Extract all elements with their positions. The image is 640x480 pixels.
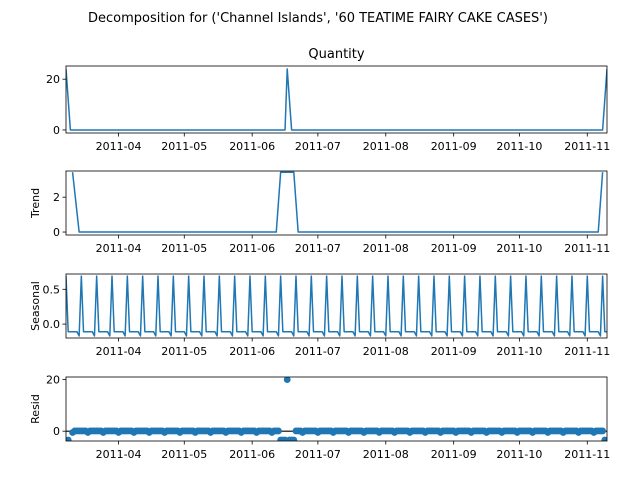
x-tick-label: 2011-09 — [431, 140, 477, 153]
resid-point — [599, 427, 607, 435]
observed-series-line — [66, 68, 607, 131]
y-tick-label: 20 — [46, 73, 60, 86]
x-tick-label: 2011-07 — [295, 345, 341, 358]
resid-axes-frame — [65, 376, 608, 442]
x-tick-label: 2011-05 — [161, 242, 207, 255]
x-tick-label: 2011-10 — [496, 448, 542, 461]
y-tick-label: 0 — [53, 124, 60, 137]
x-tick-label: 2011-11 — [564, 140, 610, 153]
seasonal-panel: 0.0 0.5 2011-04 2011-05 2011-06 2011-07 2011-0… — [29, 273, 610, 358]
resid-point — [283, 377, 291, 383]
seasonal-y-axis-label: Seasonal — [29, 281, 42, 331]
observed-panel-title: Quantity — [308, 47, 364, 62]
resid-point — [66, 436, 72, 441]
x-tick-label: 2011-06 — [229, 242, 275, 255]
x-tick-label: 2011-11 — [564, 242, 610, 255]
x-tick-label: 2011-08 — [363, 345, 409, 358]
x-tick-label: 2011-04 — [96, 448, 142, 461]
x-tick-label: 2011-06 — [229, 140, 275, 153]
x-tick-label: 2011-09 — [431, 345, 477, 358]
x-tick-label: 2011-04 — [96, 345, 142, 358]
resid-point — [275, 427, 282, 435]
resid-point — [290, 436, 298, 441]
x-tick-label: 2011-06 — [229, 448, 275, 461]
resid-panel: 0 20 2011-04 2011-05 2011-06 2011-07 2011-08 20… — [29, 374, 610, 461]
x-tick-label: 2011-07 — [295, 448, 341, 461]
resid-point — [601, 436, 607, 441]
x-tick-label: 2011-04 — [96, 140, 142, 153]
x-tick-label: 2011-05 — [161, 345, 207, 358]
observed-axes-frame — [65, 65, 608, 134]
y-tick-label: 0 — [53, 425, 60, 438]
x-tick-label: 2011-04 — [96, 242, 142, 255]
seasonal-data — [66, 275, 607, 337]
x-tick-label: 2011-07 — [295, 242, 341, 255]
y-tick-label: 0.5 — [43, 283, 61, 296]
x-tick-label: 2011-11 — [564, 448, 610, 461]
trend-panel: 0 2 2011-04 2011-05 2011-06 2011-07 2011-08 201… — [29, 170, 610, 255]
seasonal-axes-frame — [65, 273, 608, 339]
x-tick-label: 2011-08 — [363, 140, 409, 153]
y-tick-label: 20 — [46, 374, 60, 387]
seasonal-series-line — [66, 275, 607, 337]
y-tick-label: 0.0 — [43, 318, 61, 331]
figure-title: Decomposition for ('Channel Islands', '6… — [88, 11, 548, 26]
x-tick-label: 2011-05 — [161, 140, 207, 153]
x-tick-label: 2011-10 — [496, 242, 542, 255]
trend-data — [71, 171, 604, 233]
resid-data — [66, 377, 607, 441]
x-tick-label: 2011-06 — [229, 345, 275, 358]
x-tick-label: 2011-07 — [295, 140, 341, 153]
x-tick-label: 2011-10 — [496, 345, 542, 358]
x-tick-label: 2011-10 — [496, 140, 542, 153]
x-tick-label: 2011-05 — [161, 448, 207, 461]
observed-panel: 0 20 2011-04 2011-05 2011-06 2011-07 2011-08 20… — [46, 47, 610, 153]
resid-y-axis-label: Resid — [29, 394, 42, 424]
x-tick-label: 2011-08 — [363, 448, 409, 461]
x-tick-label: 2011-09 — [431, 242, 477, 255]
y-tick-label: 2 — [53, 191, 60, 204]
trend-y-axis-label: Trend — [29, 188, 42, 219]
observed-data — [66, 68, 607, 131]
trend-axes-frame — [65, 170, 608, 236]
y-tick-label: 0 — [53, 226, 60, 239]
trend-series-line — [71, 171, 604, 233]
x-tick-label: 2011-08 — [363, 242, 409, 255]
x-tick-label: 2011-09 — [431, 448, 477, 461]
x-tick-label: 2011-11 — [564, 345, 610, 358]
